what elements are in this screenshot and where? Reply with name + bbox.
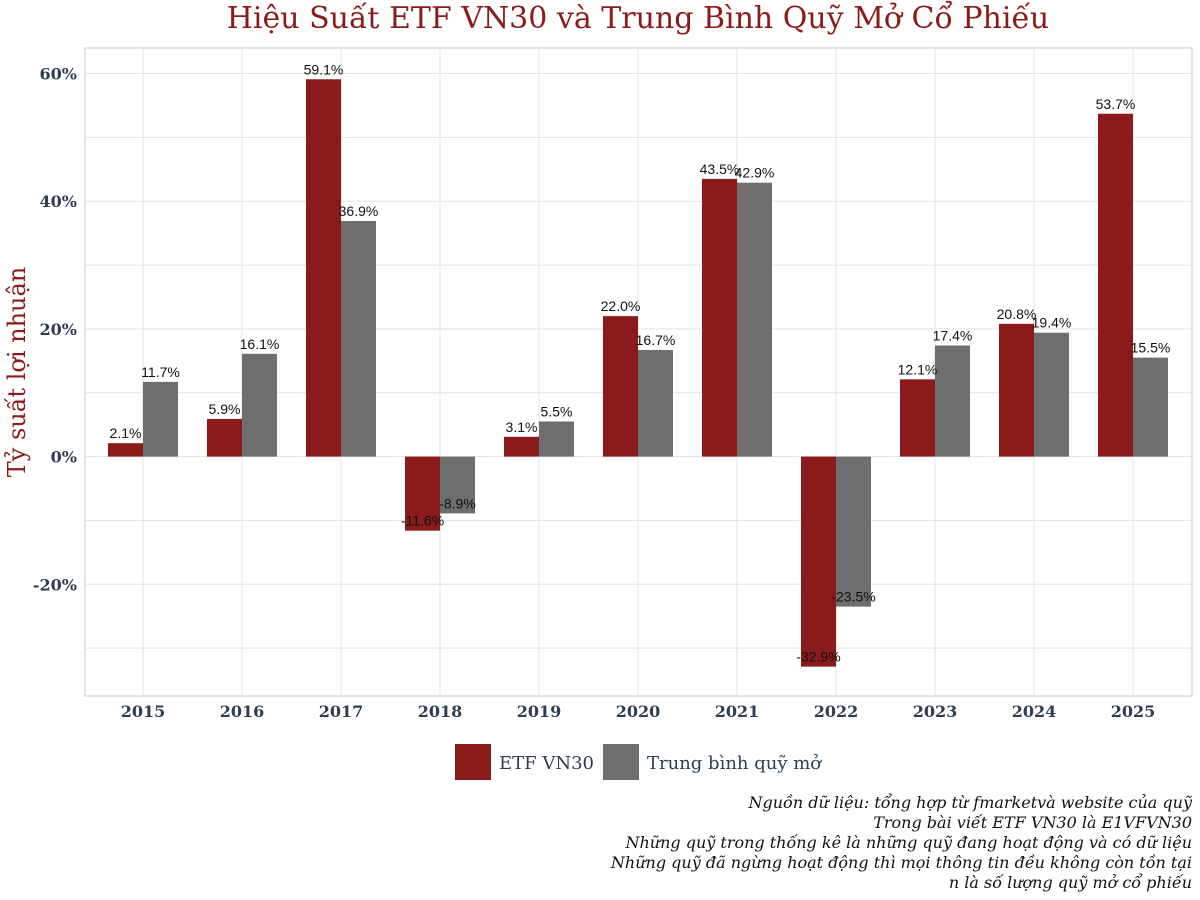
data-label: 15.5% [1131, 340, 1171, 356]
chart-title: Hiệu Suất ETF VN30 và Trung Bình Quỹ Mở … [227, 0, 1049, 36]
data-label: 3.1% [506, 419, 538, 435]
data-label: -8.9% [439, 495, 476, 511]
data-label: 59.1% [304, 61, 344, 77]
x-tick-label: 2018 [418, 702, 463, 721]
bar-etf-2023 [900, 379, 935, 457]
legend-swatch-etf [455, 744, 491, 780]
bar-fund-2023 [935, 345, 970, 457]
y-tick-label: 40% [40, 192, 77, 211]
y-axis-ticks: -20% 0% 20% 40% 60% [33, 65, 77, 595]
data-label: 19.4% [1032, 315, 1072, 331]
data-label: -32.9% [796, 649, 840, 665]
bar-etf-2022 [801, 456, 836, 667]
x-tick-label: 2019 [517, 702, 562, 721]
x-tick-label: 2020 [616, 702, 661, 721]
bar-fund-2019 [539, 421, 574, 457]
y-tick-label: 60% [40, 65, 77, 84]
data-label: 22.0% [601, 298, 641, 314]
bar-etf-2025 [1098, 113, 1133, 457]
note-line: n là số lượng quỹ mở cổ phiếu [949, 873, 1192, 892]
data-label: 16.7% [636, 332, 676, 348]
y-tick-label: 0% [51, 448, 77, 467]
data-label: 42.9% [735, 165, 775, 181]
bar-fund-2017 [341, 221, 376, 457]
bar-fund-2015 [143, 381, 178, 457]
note-line: Những quỹ trong thống kê là những quỹ đa… [624, 833, 1192, 852]
data-label: 20.8% [997, 306, 1037, 322]
x-tick-label: 2015 [121, 702, 166, 721]
bar-fund-2025 [1133, 357, 1168, 457]
bar-etf-2019 [504, 436, 539, 457]
note-line: Nguồn dữ liệu: tổng hợp từ fmarketvà web… [747, 793, 1192, 812]
y-tick-label: 20% [40, 320, 77, 339]
bar-etf-2015 [108, 443, 143, 457]
x-axis-ticks: 2015 2016 2017 2018 2019 2020 2021 2022 2023 2024… [121, 702, 1156, 721]
legend-swatch-fund [603, 744, 639, 780]
data-label: -11.6% [401, 513, 444, 529]
bar-etf-2021 [702, 178, 737, 457]
data-label: 5.5% [541, 403, 573, 419]
legend-label-etf: ETF VN30 [499, 753, 594, 774]
data-label: 53.7% [1096, 96, 1136, 112]
y-tick-label: -20% [33, 575, 77, 594]
bar-etf-2020 [603, 316, 638, 457]
source-notes: Nguồn dữ liệu: tổng hợp từ fmarketvà web… [610, 793, 1193, 892]
bar-etf-2018 [405, 456, 440, 531]
y-axis-label: Tỷ suất lợi nhuận [3, 267, 31, 478]
data-label: 12.1% [898, 361, 938, 377]
data-label: 5.9% [209, 401, 241, 417]
bars [108, 79, 1168, 667]
data-label: 16.1% [240, 336, 280, 352]
data-label: 17.4% [933, 328, 973, 344]
data-label: 2.1% [110, 425, 142, 441]
plot-area: 2.1% 5.9% 59.1% -11.6% 3.1% 22.0% 43.5% -32.9% 1… [84, 47, 1193, 697]
x-tick-label: 2017 [319, 702, 364, 721]
bar-etf-2024 [999, 323, 1034, 457]
data-label: 36.9% [339, 203, 379, 219]
x-tick-label: 2024 [1012, 702, 1057, 721]
bar-fund-2018 [440, 456, 475, 514]
data-label: -23.5% [831, 589, 875, 605]
bar-fund-2016 [242, 353, 277, 457]
x-tick-label: 2016 [220, 702, 265, 721]
bar-etf-2017 [306, 79, 341, 457]
bar-fund-2020 [638, 349, 673, 457]
note-line: Trong bài viết ETF VN30 là E1VFVN30 [873, 813, 1192, 832]
bar-etf-2016 [207, 418, 242, 457]
x-tick-label: 2021 [715, 702, 760, 721]
legend: ETF VN30 Trung bình quỹ mở [455, 744, 822, 780]
bar-fund-2024 [1034, 332, 1069, 457]
bar-fund-2022 [836, 456, 871, 607]
data-label: 11.7% [141, 364, 180, 380]
x-tick-label: 2022 [814, 702, 859, 721]
x-tick-label: 2023 [913, 702, 958, 721]
data-label: 43.5% [700, 161, 740, 177]
x-tick-label: 2025 [1111, 702, 1156, 721]
legend-label-fund: Trung bình quỹ mở [647, 753, 822, 774]
bar-fund-2021 [737, 182, 772, 457]
data-labels: 2.1% 5.9% 59.1% -11.6% 3.1% 22.0% 43.5% -32.9% 1… [110, 61, 1171, 664]
note-line: Những quỹ đã ngừng hoạt động thì mọi thô… [610, 853, 1192, 872]
